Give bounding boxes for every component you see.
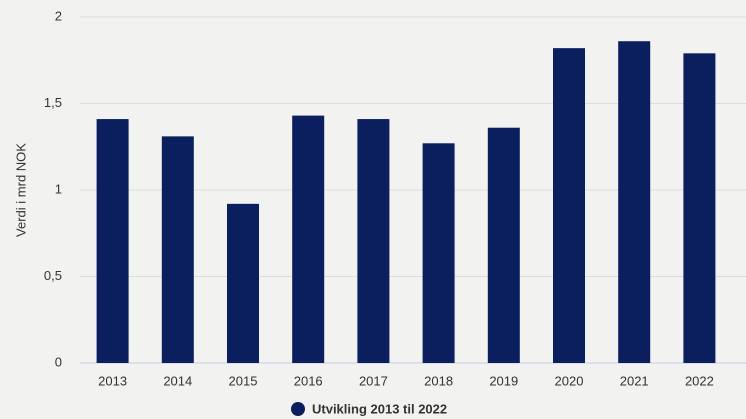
x-tick-label: 2017 (359, 373, 388, 388)
x-tick-label: 2019 (489, 373, 518, 388)
bar (618, 41, 651, 363)
x-tick-label: 2014 (163, 373, 192, 388)
bar (227, 203, 259, 363)
bar (683, 53, 716, 364)
x-tick-label: 2020 (555, 373, 584, 388)
x-tick-label: 2016 (294, 373, 323, 388)
x-tick-label: 2021 (620, 373, 649, 388)
bar (422, 143, 455, 363)
y-tick-label: 2 (55, 8, 62, 23)
bar (96, 119, 129, 363)
y-tick-label: 0 (55, 354, 62, 369)
legend-marker (291, 402, 305, 416)
bar (357, 119, 390, 363)
bar (487, 127, 520, 363)
x-tick-label: 2022 (685, 373, 714, 388)
bar (161, 136, 194, 363)
y-axis-label: Verdi i mrd NOK (13, 143, 28, 237)
y-tick-label: 0,5 (44, 268, 62, 283)
legend-label: Utvikling 2013 til 2022 (312, 401, 447, 416)
y-tick-label: 1 (55, 181, 62, 196)
x-tick-label: 2018 (424, 373, 453, 388)
bar (292, 115, 325, 363)
y-tick-label: 1,5 (44, 95, 62, 110)
x-tick-label: 2013 (98, 373, 127, 388)
bar (553, 48, 585, 363)
x-tick-label: 2015 (229, 373, 258, 388)
